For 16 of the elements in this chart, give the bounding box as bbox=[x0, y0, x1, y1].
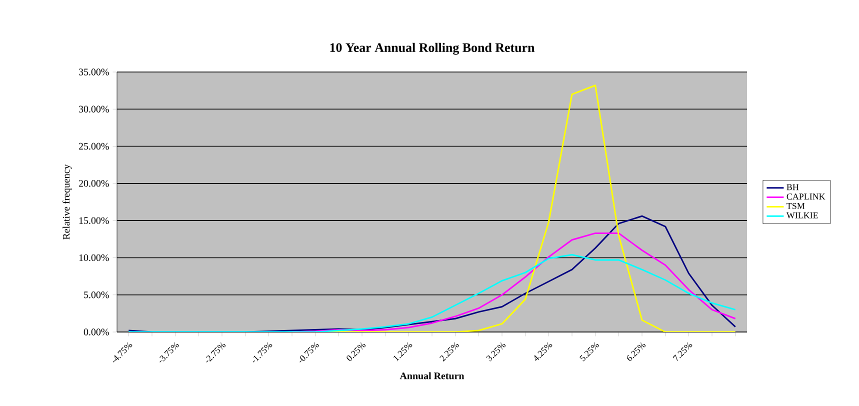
y-tick-label: 0.00% bbox=[84, 328, 109, 336]
y-axis-title: Relative frequency bbox=[62, 164, 72, 240]
legend-label: CAPLINK bbox=[786, 194, 826, 200]
y-tick-label: 30.00% bbox=[79, 106, 109, 113]
y-tick-label: 5.00% bbox=[84, 291, 109, 298]
chart-title: 10 Year Annual Rolling Bond Return bbox=[330, 42, 535, 55]
y-tick-label: 35.00% bbox=[79, 68, 109, 76]
y-tick-label: 25.00% bbox=[78, 142, 109, 150]
line-series bbox=[291, 232, 736, 332]
x-axis-title: Annual Return bbox=[400, 372, 464, 380]
legend-label: TSM bbox=[786, 202, 805, 210]
legend-label: BH bbox=[786, 184, 799, 190]
y-tick-label: 10.00% bbox=[79, 254, 109, 262]
y-tick-label: 20.00% bbox=[78, 180, 109, 187]
legend-label: WILKIE bbox=[786, 212, 818, 218]
y-tick-label: 15.00% bbox=[79, 217, 109, 224]
